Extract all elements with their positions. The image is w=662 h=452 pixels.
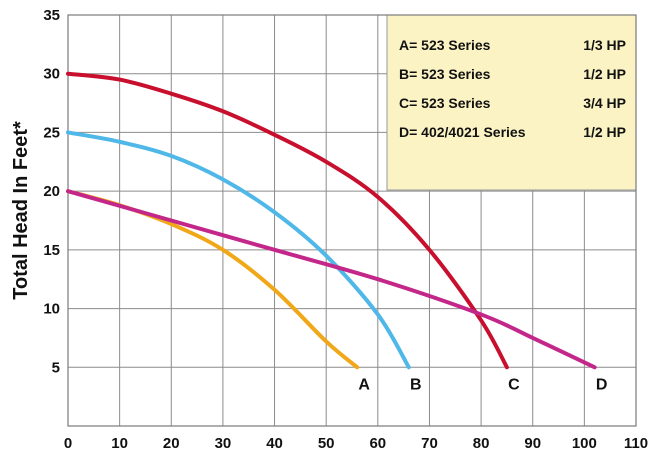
x-tick-label: 30	[215, 435, 232, 452]
y-axis-label: Total Head In Feet*	[10, 121, 32, 300]
legend-entry-c: C= 523 Series	[399, 95, 491, 111]
y-tick-label: 25	[43, 124, 60, 141]
y-axis-ticks: 5 10 15 20 25 30 35	[43, 7, 60, 376]
series-line-c	[66, 71, 509, 370]
curve-label-c: C	[508, 376, 520, 393]
series-layer	[66, 71, 597, 370]
x-tick-label: 70	[421, 435, 438, 452]
legend-entry-b: B= 523 Series	[399, 66, 491, 82]
curve-labels: A B C D	[358, 376, 607, 393]
x-tick-label: 40	[266, 435, 283, 452]
legend-box	[386, 14, 637, 191]
y-tick-label: 15	[43, 242, 60, 259]
legend-hp-c: 3/4 HP	[583, 95, 626, 111]
x-tick-label: 20	[163, 435, 180, 452]
x-tick-label: 0	[64, 435, 72, 452]
y-tick-label: 30	[43, 66, 60, 83]
legend-hp-b: 1/2 HP	[583, 66, 626, 82]
curve-label-b: B	[410, 376, 422, 393]
x-tick-label: 10	[111, 435, 128, 452]
plot-frame	[67, 14, 637, 427]
legend-entry-d: D= 402/4021 Series	[399, 124, 526, 140]
x-tick-label: 50	[318, 435, 335, 452]
y-tick-label: 10	[43, 301, 60, 318]
y-tick-label: 5	[52, 359, 60, 376]
curve-label-d: D	[596, 376, 608, 393]
legend-hp-a: 1/3 HP	[583, 37, 626, 53]
x-tick-label: 80	[473, 435, 490, 452]
legend-hp-d: 1/2 HP	[583, 124, 626, 140]
x-tick-label: 110	[624, 435, 648, 452]
series-line-a	[66, 189, 360, 370]
series-line-b	[66, 130, 411, 370]
x-axis-ticks: 0 10 20 30 40 50 60 70 80 90 100 110	[64, 435, 648, 452]
x-tick-label: 90	[524, 435, 541, 452]
x-tick-label: 100	[572, 435, 597, 452]
legend: A= 523 Series 1/3 HP B= 523 Series 1/2 HP C=…	[386, 14, 637, 191]
y-tick-label: 35	[43, 7, 60, 24]
legend-entry-a: A= 523 Series	[399, 37, 491, 53]
x-tick-label: 60	[369, 435, 386, 452]
series-line-d	[66, 189, 597, 370]
curve-label-a: A	[358, 376, 370, 393]
y-tick-label: 20	[43, 183, 60, 200]
